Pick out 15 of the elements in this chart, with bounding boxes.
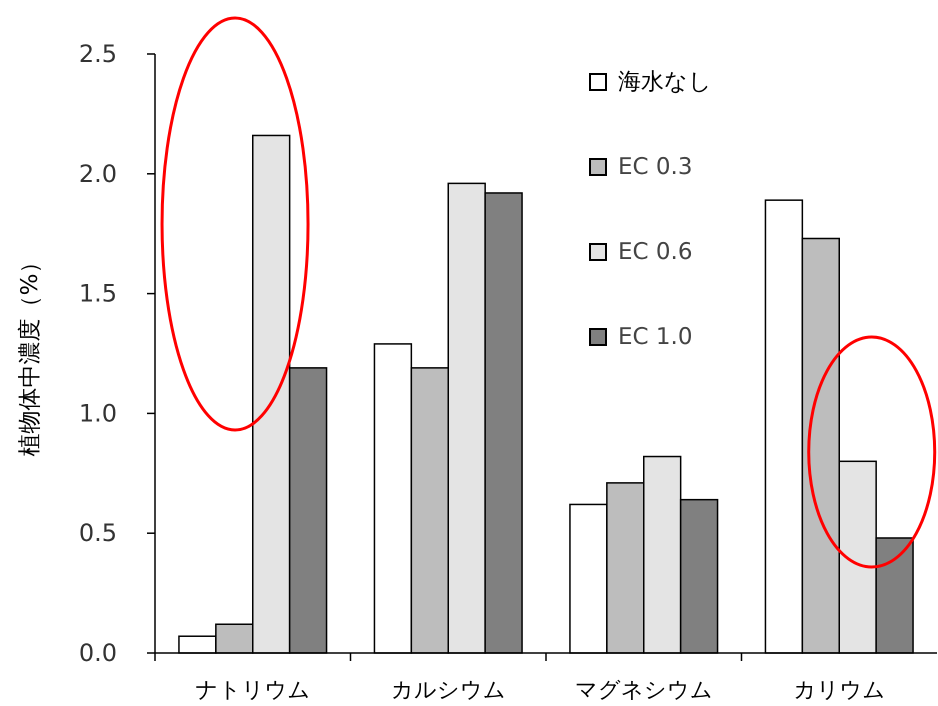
legend-label: EC 0.3 [618, 154, 692, 180]
y-tick-label: 2.5 [78, 40, 117, 68]
y-tick-label: 0.5 [78, 519, 117, 548]
legend-label: 海水なし [618, 69, 712, 95]
y-tick-label: 1.5 [78, 280, 117, 308]
y-tick-label: 2.0 [78, 160, 117, 188]
y-tick-label: 1.0 [78, 399, 117, 428]
x-tick-label: マグネシウム [574, 678, 713, 703]
legend-label: EC 0.6 [618, 239, 692, 265]
y-tick-label: 0.0 [78, 639, 117, 667]
x-tick-label: カリウム [793, 678, 886, 703]
y-axis-title: 植物体中濃度（%） [17, 250, 43, 456]
x-tick-label: カルシウム [390, 678, 506, 703]
x-tick-label: ナトリウム [195, 678, 310, 703]
legend-label: EC 1.0 [618, 324, 692, 350]
